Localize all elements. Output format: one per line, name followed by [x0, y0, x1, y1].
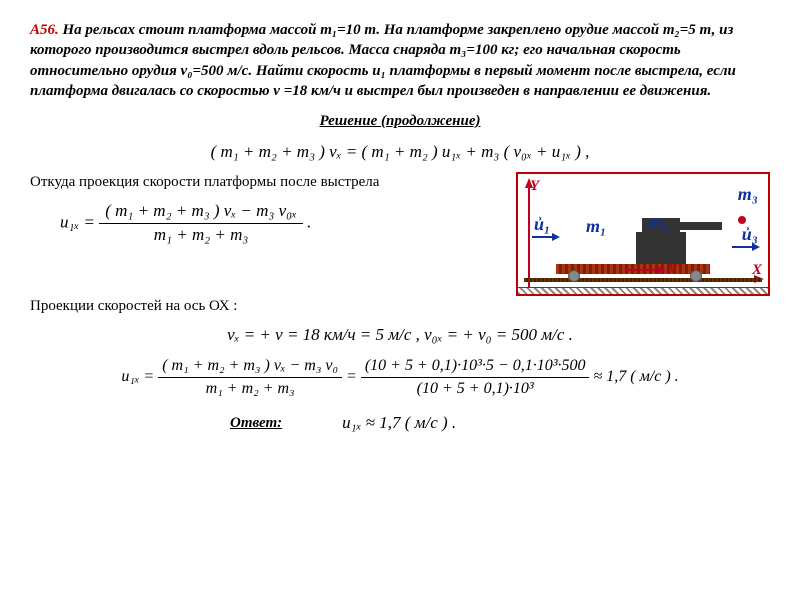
- u1x-formula: u₁ₓ = ( m₁ + m₂ + m₃ ) vₓ − m₃ v₀ₓ m₁ + …: [60, 200, 496, 247]
- final-den-sym: m₁ + m₂ + m₃: [158, 378, 342, 400]
- diagram: Y X m₁ m₂ m₃ u͐₁ u͐₃ V: [516, 172, 770, 296]
- rail: [524, 278, 762, 282]
- cannon-base: [636, 232, 686, 264]
- label-m1: m₁: [586, 214, 606, 238]
- final-den-val: (10 + 5 + 0,1)·10³: [361, 378, 590, 400]
- eq-velocity-projections: vₓ = + v = 18 км/ч = 5 м/с , v₀ₓ = + v₀ …: [30, 324, 770, 347]
- eq-final-calculation: u₁ₓ = ( m₁ + m₂ + m₃ ) vₓ − m₃ v₀ m₁ + m…: [30, 355, 770, 399]
- ground: [518, 287, 768, 294]
- label-v: V: [668, 261, 677, 280]
- answer-value: u₁ₓ ≈ 1,7 ( м/с ) .: [342, 412, 456, 435]
- text-whence: Откуда проекция скорости платформы после…: [30, 172, 496, 192]
- label-m3: m₃: [738, 182, 758, 206]
- label-m2: m₂: [648, 210, 668, 234]
- momentum-equation: ( m₁ + m₂ + m₃ ) vₓ = ( m₁ + m₂ ) u₁ₓ + …: [30, 141, 770, 164]
- eq-final-lhs: u₁ₓ =: [121, 368, 154, 385]
- final-result: ≈ 1,7 ( м/с ) .: [593, 368, 678, 385]
- problem-statement: А56. На рельсах стоит платформа массой m…: [30, 20, 770, 101]
- final-num-val: (10 + 5 + 0,1)·10³·5 − 0,1·10³·500: [361, 355, 590, 378]
- task-number: А56.: [30, 22, 59, 38]
- v-arrow: [626, 266, 666, 274]
- u3-arrow: [732, 242, 760, 252]
- cannon-barrel: [678, 222, 722, 230]
- answer-label: Ответ:: [230, 413, 282, 433]
- solution-header: Решение (продолжение): [30, 111, 770, 131]
- text-projections: Проекции скоростей на ось ОХ :: [30, 296, 770, 316]
- u1-arrow: [532, 232, 560, 242]
- u1x-numerator: ( m₁ + m₂ + m₃ ) vₓ − m₃ v₀ₓ: [99, 200, 303, 224]
- final-num-sym: ( m₁ + m₂ + m₃ ) vₓ − m₃ v₀: [158, 355, 342, 378]
- problem-body: На рельсах стоит платформа массой m₁=10 …: [30, 22, 736, 99]
- u1x-denominator: m₁ + m₂ + m₃: [99, 224, 303, 247]
